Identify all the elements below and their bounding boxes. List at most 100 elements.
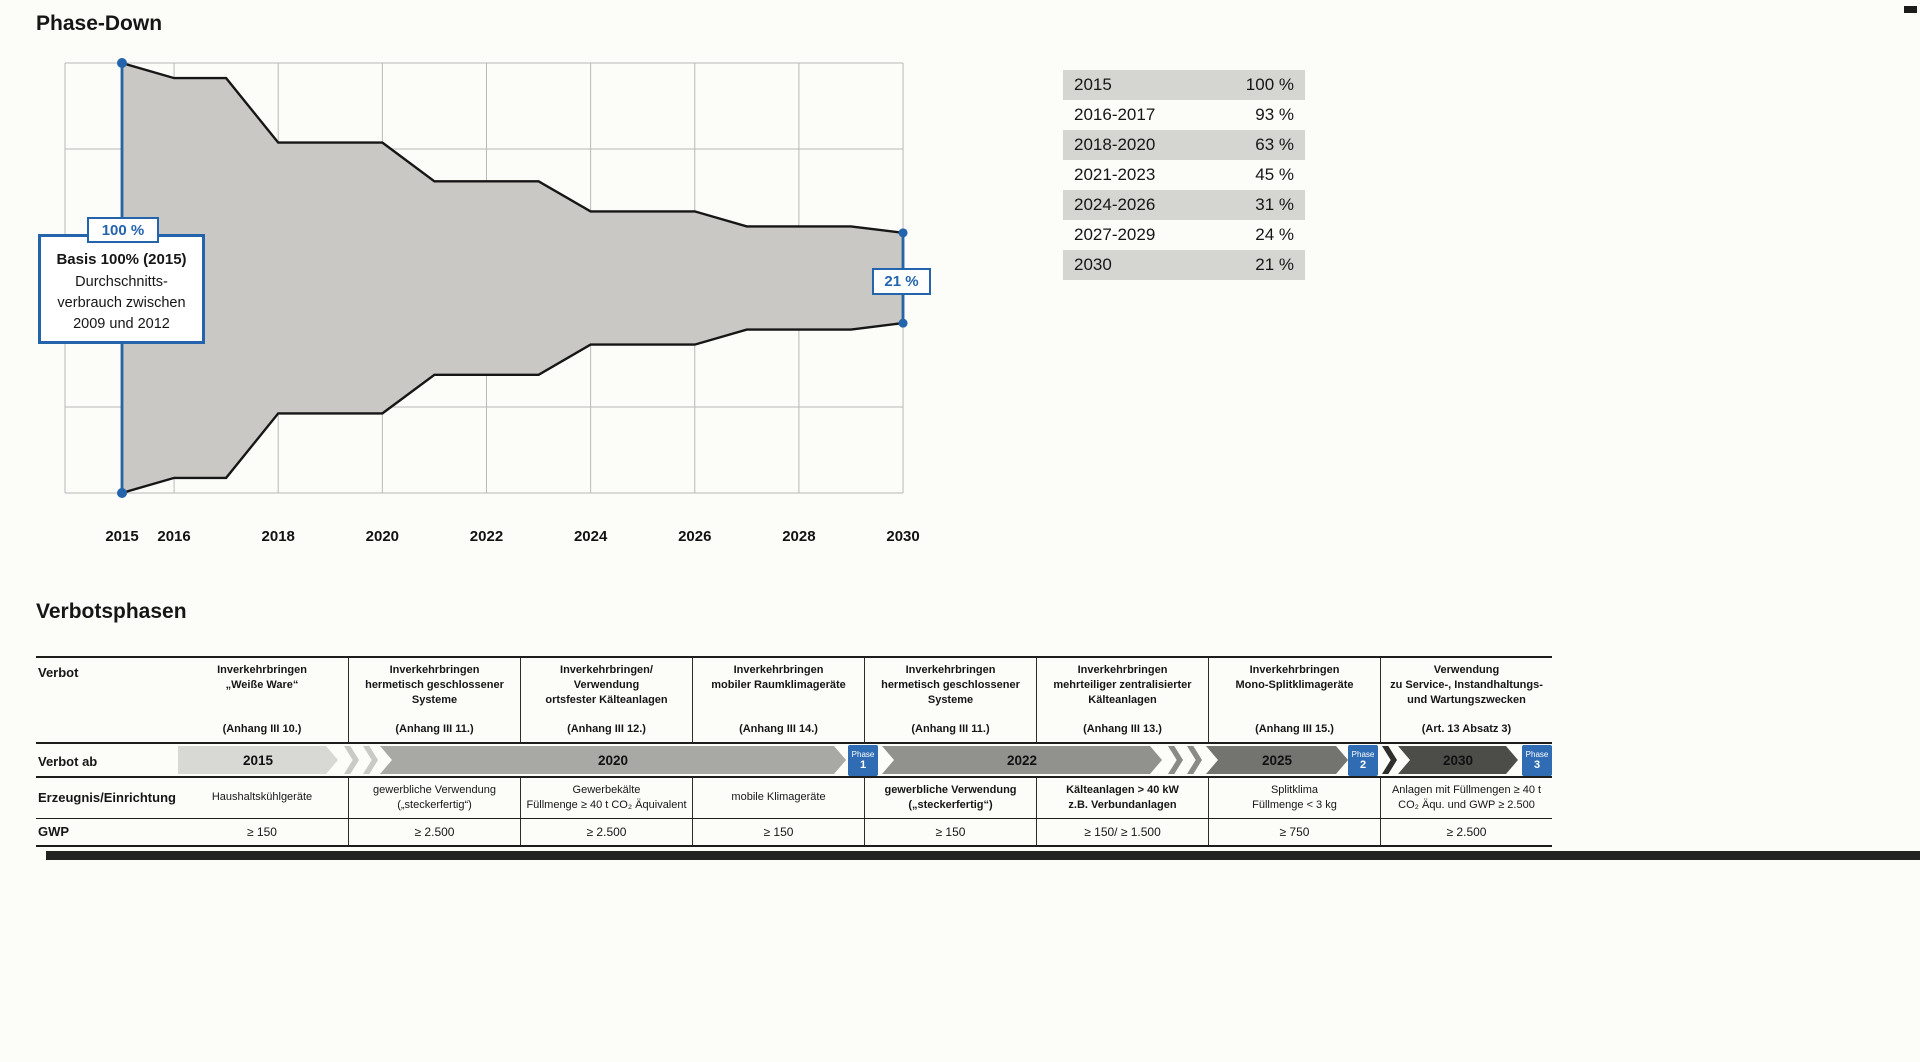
verbot-title: Inverkehrbringen/ Verwendung ortsfester … [545, 664, 668, 706]
verbot-title: Inverkehrbringen hermetisch geschlossene… [881, 664, 1020, 706]
timeline-segment: 2030 [1398, 746, 1518, 774]
timeline-segment: 2022 [882, 746, 1162, 774]
period-cell: 2030 [1074, 255, 1112, 274]
percent-table: 2015 100 % 2016-2017 93 % 2018-2020 63 % 2021-… [1063, 70, 1305, 280]
verbot-title: Inverkehrbringen „Weiße Ware“ [217, 664, 307, 691]
verbot-cell: Inverkehrbringen hermetisch geschlossene… [348, 658, 520, 742]
phase-word: Phase [1351, 750, 1375, 759]
erzeugnis-cell: mobile Klimageräte [692, 778, 864, 818]
row-label-erzeugnis: Erzeugnis/Einrichtung [38, 790, 176, 806]
gwp-cell: ≥ 2.500 [1380, 818, 1552, 845]
gwp-cell: ≥ 750 [1208, 818, 1380, 845]
phase-number: 1 [859, 759, 867, 771]
start-percent-label: 100 % [87, 217, 159, 243]
anhang-ref: (Anhang III 11.) [395, 723, 474, 736]
verbot-cell: Inverkehrbringen hermetisch geschlossene… [864, 658, 1036, 742]
phase-number: 3 [1533, 759, 1541, 771]
scan-corner-mark [1904, 6, 1917, 13]
percent-table-row: 2021-2023 45 % [1063, 160, 1305, 190]
verbot-cell: Inverkehrbringen mobiler Raumklimageräte… [692, 658, 864, 742]
verbot-title: Verwendung zu Service-, Instandhaltungs-… [1390, 664, 1543, 706]
scan-edge-strip [46, 851, 1920, 860]
phase-badge: Phase 2 [1348, 745, 1378, 776]
chevron-icon [1187, 746, 1202, 774]
value-cell: 31 % [1255, 195, 1294, 214]
verbot-cell: Inverkehrbringen/ Verwendung ortsfester … [520, 658, 692, 742]
x-tick-label: 2020 [365, 528, 400, 545]
verbot-ab-row: Verbot ab 2015 2020 2022 2025 2030 Phase 1 Phas… [36, 744, 1552, 778]
period-cell: 2016-2017 [1074, 105, 1156, 124]
verbot-title: Inverkehrbringen mobiler Raumklimageräte [711, 664, 846, 691]
value-cell: 100 % [1245, 75, 1294, 94]
value-cell: 21 % [1255, 255, 1294, 274]
anhang-ref: (Anhang III 15.) [1255, 723, 1334, 736]
x-tick-label: 2022 [469, 528, 504, 545]
gwp-cell: ≥ 150/ ≥ 1.500 [1036, 818, 1208, 845]
chevron-icon [363, 746, 378, 774]
gwp-cell: ≥ 150 [247, 824, 277, 839]
anhang-ref: (Anhang III 13.) [1083, 723, 1162, 736]
period-cell: 2027-2029 [1074, 225, 1156, 244]
basis-note-box: Basis 100% (2015) Durchschnitts- verbrau… [38, 234, 205, 344]
verbot-cell: Verwendung zu Service-, Instandhaltungs-… [1380, 658, 1552, 742]
verbot-cell: Inverkehrbringen Mono-Splitklimageräte (A… [1208, 658, 1380, 742]
verbot-title: Inverkehrbringen mehrteiliger zentralisi… [1053, 664, 1192, 706]
x-tick-label: 2015 [105, 528, 139, 545]
chevron-icon [344, 746, 359, 774]
erzeugnis-cell: Splitklima Füllmenge < 3 kg [1208, 778, 1380, 818]
period-cell: 2015 [1074, 75, 1112, 94]
verbot-cell: Inverkehrbringen mehrteiliger zentralisi… [1036, 658, 1208, 742]
anhang-ref: (Anhang III 14.) [739, 723, 818, 736]
chevron-icon [1168, 746, 1183, 774]
funnel-area [120, 61, 905, 495]
period-cell: 2024-2026 [1074, 195, 1156, 214]
phase-word: Phase [851, 750, 875, 759]
erzeugnis-cell: gewerbliche Verwendung („steckerfertig“) [864, 778, 1036, 818]
erzeugnis-cell: gewerbliche Verwendung („steckerfertig“) [348, 778, 520, 818]
anhang-ref: (Anhang III 11.) [911, 723, 990, 736]
timeline-segment: 2015 [178, 746, 338, 774]
gwp-cell: ≥ 2.500 [348, 818, 520, 845]
gwp-cell: ≥ 150 [864, 818, 1036, 845]
percent-table-row: 2016-2017 93 % [1063, 100, 1305, 130]
value-cell: 45 % [1255, 165, 1294, 184]
phase-badge: Phase 1 [848, 745, 878, 776]
verbot-title: Inverkehrbringen Mono-Splitklimageräte [1235, 664, 1354, 691]
percent-table-row: 2024-2026 31 % [1063, 190, 1305, 220]
x-tick-label: 2016 [157, 528, 191, 545]
percent-table-row: 2018-2020 63 % [1063, 130, 1305, 160]
verbot-cell: Inverkehrbringen „Weiße Ware“ (Anhang III… [176, 658, 348, 742]
anhang-ref: (Art. 13 Absatz 3) [1421, 723, 1512, 736]
verbotsphasen-table: Verbot Inverkehrbringen „Weiße Ware“ (Anh… [36, 656, 1552, 847]
percent-table-row: 2015 100 % [1063, 70, 1305, 100]
timeline-segment: 2020 [380, 746, 846, 774]
period-cell: 2021-2023 [1074, 165, 1156, 184]
erzeugnis-cell: Haushaltskühlgeräte [211, 791, 313, 804]
erzeugnis-cell: Gewerbekälte Füllmenge ≥ 40 t CO₂ Äquiva… [520, 778, 692, 818]
value-cell: 63 % [1255, 135, 1294, 154]
end-percent-label: 21 % [872, 268, 931, 295]
timeline: 2015 2020 2022 2025 2030 Phase 1 Phase 2 Phase 3 [176, 744, 1552, 778]
value-cell: 24 % [1255, 225, 1294, 244]
value-cell: 93 % [1255, 105, 1294, 124]
anhang-ref: (Anhang III 12.) [567, 723, 646, 736]
basis-note-title: Basis 100% (2015) [56, 251, 187, 268]
row-label-verbot: Verbot [38, 665, 79, 680]
gwp-cell: ≥ 150 [692, 818, 864, 845]
verbot-title: Inverkehrbringen hermetisch geschlossene… [365, 664, 504, 706]
percent-table-row: 2030 21 % [1063, 250, 1305, 280]
period-cell: 2018-2020 [1074, 135, 1156, 154]
gwp-cell: ≥ 2.500 [520, 818, 692, 845]
x-tick-label: 2028 [782, 528, 816, 545]
start-percent-text: 100 % [101, 221, 145, 239]
x-axis: 2015 2016 2018 2020 2022 2024 2026 2028 2030 [0, 528, 1000, 550]
basis-note-body: Durchschnitts- verbrauch zwischen 2009 u… [57, 274, 186, 332]
erzeugnis-cell: Anlagen mit Füllmengen ≥ 40 t CO₂ Äqu. u… [1380, 778, 1552, 818]
phase-word: Phase [1525, 750, 1549, 759]
end-percent-text: 21 % [884, 273, 919, 290]
row-label-gwp: GWP [38, 824, 70, 840]
x-tick-label: 2026 [678, 528, 712, 545]
x-tick-label: 2030 [886, 528, 920, 545]
verbot-row: Verbot Inverkehrbringen „Weiße Ware“ (Anh… [36, 656, 1552, 744]
